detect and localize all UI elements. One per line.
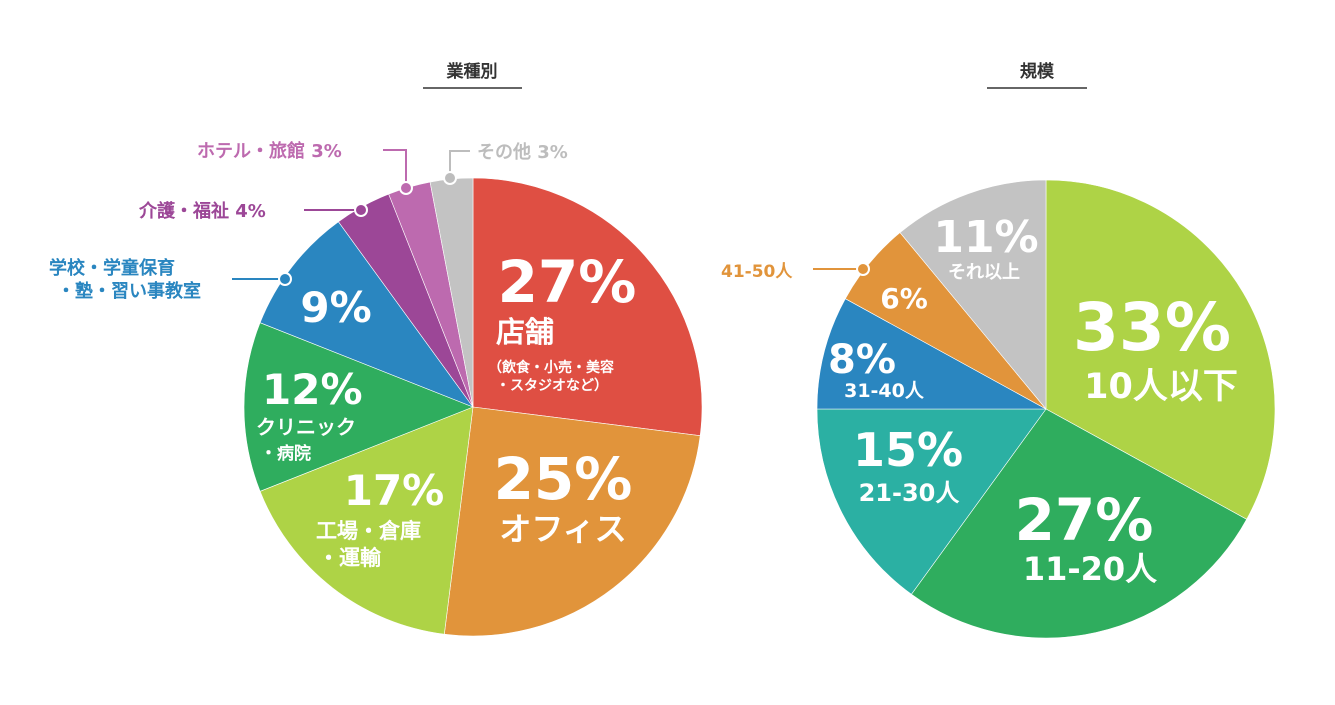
clinic-label-1: クリニック <box>256 415 356 439</box>
office-pct-label: 25% <box>494 445 633 513</box>
size-chart: 規模 33% 10人以下 27% 11-20人 15% 21-30人 8% 31… <box>721 61 1276 639</box>
school-pct-label: 9% <box>300 283 371 332</box>
industry-pie-slice-0 <box>472 177 703 437</box>
factory-label-1: 工場・倉庫 <box>316 519 421 543</box>
size-11-pct-label: 11% <box>933 212 1038 263</box>
store-label: 店舗 <box>496 315 554 349</box>
size-6-pct-label: 6% <box>880 282 928 315</box>
other-callout: その他 3% <box>477 141 568 163</box>
size-27-pct-label: 27% <box>1015 486 1154 554</box>
store-sublabel-2: ・スタジオなど） <box>496 378 608 394</box>
school-leader-dot <box>278 272 292 286</box>
store-sublabel-1: （飲食・小売・美容 <box>488 359 614 376</box>
size-8-pct-label: 8% <box>828 337 896 383</box>
size-pie-slice-3 <box>816 298 1047 410</box>
other-leader-line <box>449 150 470 178</box>
size-pie-slice-0 <box>1045 179 1276 520</box>
clinic-pct-label: 12% <box>262 365 363 414</box>
size-33-label: 10人以下 <box>1084 367 1238 407</box>
care-callout: 介護・福祉 4% <box>138 200 266 222</box>
size-11-label: それ以上 <box>948 262 1020 283</box>
factory-label-2: ・運輸 <box>318 546 382 570</box>
size-6-leader-dot <box>856 262 870 276</box>
hotel-leader-line <box>383 149 407 188</box>
size-33-pct-label: 33% <box>1073 289 1231 366</box>
care-leader-dot <box>354 203 368 217</box>
industry-pie-slice-2 <box>259 406 474 635</box>
school-callout-1: 学校・学童保育 <box>49 257 175 279</box>
industry-pie-slice-1 <box>443 406 701 637</box>
size-8-label: 31-40人 <box>844 380 925 402</box>
store-pct-label: 27% <box>498 248 637 316</box>
industry-chart-title: 業種別 <box>447 61 498 82</box>
size-pie-slice-5 <box>899 179 1047 410</box>
industry-pie-slice-3 <box>243 322 474 492</box>
size-15-label: 21-30人 <box>859 479 960 507</box>
factory-pct-label: 17% <box>344 466 445 515</box>
industry-chart: 業種別 27% 店舗 （飲食・小売・美容 ・スタジオなど） 25% オフィス 1… <box>49 61 703 637</box>
hotel-leader-dot <box>399 181 413 195</box>
hotel-callout: ホテル・旅館 3% <box>197 140 342 162</box>
size-27-label: 11-20人 <box>1023 550 1157 588</box>
office-label: オフィス <box>499 510 626 548</box>
size-chart-title: 規模 <box>1020 61 1055 82</box>
size-15-pct-label: 15% <box>853 423 963 477</box>
size-pie-slice-1 <box>910 408 1248 639</box>
industry-pie <box>243 177 703 637</box>
school-callout-2: ・塾・習い事教室 <box>57 280 201 302</box>
clinic-label-2: ・病院 <box>260 443 311 464</box>
size-pie-slice-2 <box>816 408 1047 595</box>
industry-pie-slice-4 <box>259 221 474 408</box>
other-leader-dot <box>443 171 457 185</box>
size-pie <box>816 179 1276 639</box>
size-6-callout: 41-50人 <box>721 262 793 282</box>
